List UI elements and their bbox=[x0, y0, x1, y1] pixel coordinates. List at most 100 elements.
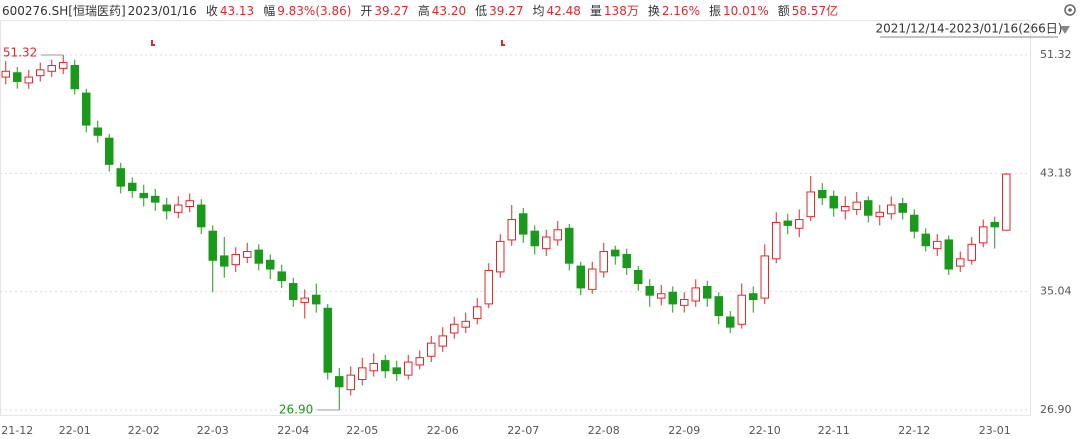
candle-body bbox=[335, 376, 344, 388]
candle-body bbox=[381, 360, 390, 372]
candle-body bbox=[898, 203, 907, 213]
plot-frame bbox=[0, 20, 1031, 416]
range-label: 2021/12/14-2023/01/16(266日) bbox=[876, 22, 1063, 36]
candle-body bbox=[668, 291, 677, 305]
candle-body bbox=[852, 201, 861, 210]
quote-value: 10.01% bbox=[722, 4, 769, 18]
quote-label: 高 bbox=[417, 4, 430, 18]
quote-label: 额 bbox=[777, 4, 790, 18]
candle-body bbox=[519, 213, 528, 235]
candle-body bbox=[737, 294, 746, 325]
x-tick-label: 21-12 bbox=[1, 424, 33, 437]
candle-body bbox=[404, 361, 413, 376]
candle-body bbox=[829, 195, 838, 209]
candle-body bbox=[680, 299, 689, 306]
quote-value: 138万 bbox=[603, 4, 639, 18]
candle-body bbox=[772, 221, 781, 260]
x-tick-label: 22-12 bbox=[898, 424, 930, 437]
stock-code: 600276.SH[恒瑞医药] bbox=[2, 4, 126, 18]
candle-body bbox=[726, 316, 735, 328]
settings-icon-dot bbox=[1068, 8, 1072, 12]
candle-body bbox=[300, 297, 309, 303]
candle-body bbox=[933, 240, 942, 250]
candle-body bbox=[599, 251, 608, 273]
candle-body bbox=[818, 189, 827, 199]
candle-body bbox=[289, 283, 298, 301]
candle-body bbox=[59, 62, 68, 69]
candle-body bbox=[197, 204, 206, 228]
candle-body bbox=[13, 72, 22, 82]
x-tick-label: 22-01 bbox=[59, 424, 91, 437]
candle-body bbox=[358, 367, 367, 380]
dropdown-arrow[interactable] bbox=[1060, 26, 1070, 34]
candle-body bbox=[473, 306, 482, 319]
annotation-label: 51.32 bbox=[3, 46, 37, 60]
quote-label: 开 bbox=[360, 4, 373, 18]
annotation-label: 26.90 bbox=[279, 403, 313, 417]
quote-label: 幅 bbox=[263, 4, 276, 18]
candle-body bbox=[208, 230, 217, 261]
candle-body bbox=[496, 240, 505, 273]
candle-body bbox=[611, 249, 620, 257]
candle-body bbox=[1002, 173, 1011, 231]
candle-body bbox=[392, 367, 401, 375]
x-tick-label: 22-08 bbox=[588, 424, 620, 437]
candle-body bbox=[921, 233, 930, 247]
candle-body bbox=[427, 342, 436, 357]
candle-body bbox=[312, 294, 321, 305]
candle-body bbox=[542, 236, 551, 250]
candle-body bbox=[323, 307, 332, 373]
candle-body bbox=[1, 70, 10, 78]
candle-body bbox=[806, 191, 815, 218]
header: 600276.SH[恒瑞医药] 2023/01/16 收 43.13 幅 9.83%(3.… bbox=[2, 2, 847, 19]
event-marker bbox=[151, 40, 155, 46]
candle-body bbox=[70, 64, 79, 90]
candle-body bbox=[622, 253, 631, 269]
candle-body bbox=[438, 335, 447, 347]
x-tick-label: 22-06 bbox=[427, 424, 459, 437]
y-tick-label: 35.04 bbox=[1040, 285, 1072, 298]
candle-body bbox=[484, 269, 493, 305]
quote-value: 58.57亿 bbox=[791, 4, 839, 18]
candle-body bbox=[749, 293, 758, 301]
settings-icon[interactable] bbox=[1064, 4, 1076, 16]
candle-body bbox=[231, 253, 240, 266]
candle-body bbox=[783, 220, 792, 226]
candle-body bbox=[277, 271, 286, 282]
candle-body bbox=[795, 219, 804, 229]
x-tick-label: 22-02 bbox=[128, 424, 160, 437]
y-tick-label: 26.90 bbox=[1040, 403, 1072, 416]
quote-label: 量 bbox=[589, 4, 602, 18]
x-tick-label: 22-07 bbox=[507, 424, 539, 437]
event-marker bbox=[501, 40, 505, 46]
candle-body bbox=[139, 192, 148, 199]
candle-body bbox=[714, 296, 723, 317]
candle-body bbox=[507, 219, 516, 241]
candle-body bbox=[760, 255, 769, 299]
quote-value: 43.13 bbox=[219, 4, 255, 18]
candle-body bbox=[82, 92, 91, 126]
candle-body bbox=[346, 374, 355, 391]
candle-body bbox=[588, 268, 597, 290]
candle-body bbox=[553, 229, 562, 241]
candle-body bbox=[415, 357, 424, 366]
candle-body bbox=[703, 285, 712, 299]
candle-body bbox=[645, 285, 654, 296]
candle-body bbox=[185, 200, 194, 207]
quote-value: 43.20 bbox=[431, 4, 467, 18]
candle-body bbox=[116, 168, 125, 187]
quote-label: 振 bbox=[708, 4, 721, 18]
candle-body bbox=[243, 251, 252, 258]
x-tick-label: 22-10 bbox=[749, 424, 781, 437]
x-tick-label: 22-04 bbox=[277, 424, 309, 437]
candle-body bbox=[36, 69, 45, 77]
candle-body bbox=[220, 255, 229, 267]
candle-body bbox=[565, 227, 574, 264]
quote-value: 2.16% bbox=[661, 4, 700, 18]
candle-body bbox=[875, 211, 884, 218]
candle-body bbox=[461, 320, 470, 328]
quote-value: 39.27 bbox=[374, 4, 409, 18]
candle-body bbox=[530, 230, 539, 247]
